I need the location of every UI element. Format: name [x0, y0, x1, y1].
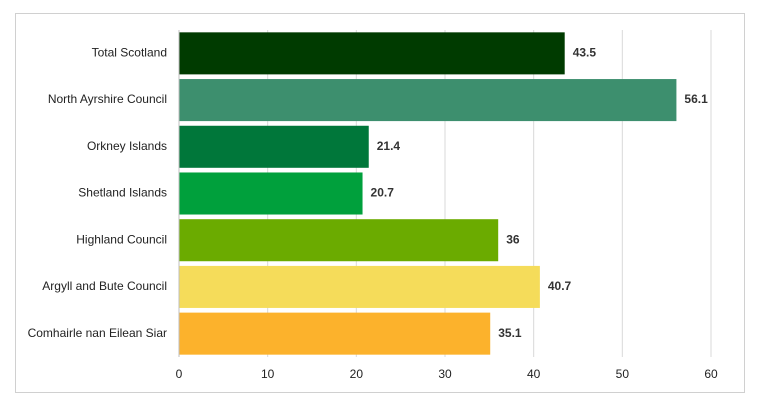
bar	[179, 125, 369, 168]
bar	[179, 219, 499, 262]
y-tick-label: North Ayrshire Council	[48, 92, 167, 106]
x-tick-label: 20	[350, 367, 364, 381]
x-tick-label: 40	[527, 367, 541, 381]
y-tick-label: Total Scotland	[92, 46, 167, 60]
x-tick-label: 10	[261, 367, 275, 381]
bar	[179, 32, 565, 75]
bar	[179, 172, 363, 215]
bar	[179, 79, 677, 122]
data-label: 36	[506, 232, 520, 246]
x-tick-label: 60	[704, 367, 718, 381]
y-tick-label: Comhairle nan Eilean Siar	[28, 326, 167, 340]
bar	[179, 265, 540, 308]
y-tick-label: Highland Council	[76, 232, 167, 246]
data-label: 40.7	[548, 279, 572, 293]
y-tick-label: Argyll and Bute Council	[42, 279, 167, 293]
x-tick-label: 30	[438, 367, 452, 381]
y-tick-label: Shetland Islands	[78, 186, 167, 200]
bar	[179, 312, 491, 355]
y-tick-label: Orkney Islands	[87, 139, 167, 153]
data-label: 43.5	[573, 46, 597, 60]
data-label: 35.1	[498, 326, 522, 340]
x-tick-label: 0	[176, 367, 183, 381]
data-label: 21.4	[377, 139, 401, 153]
data-label: 20.7	[371, 186, 395, 200]
x-tick-label: 50	[616, 367, 630, 381]
data-label: 56.1	[684, 92, 708, 106]
